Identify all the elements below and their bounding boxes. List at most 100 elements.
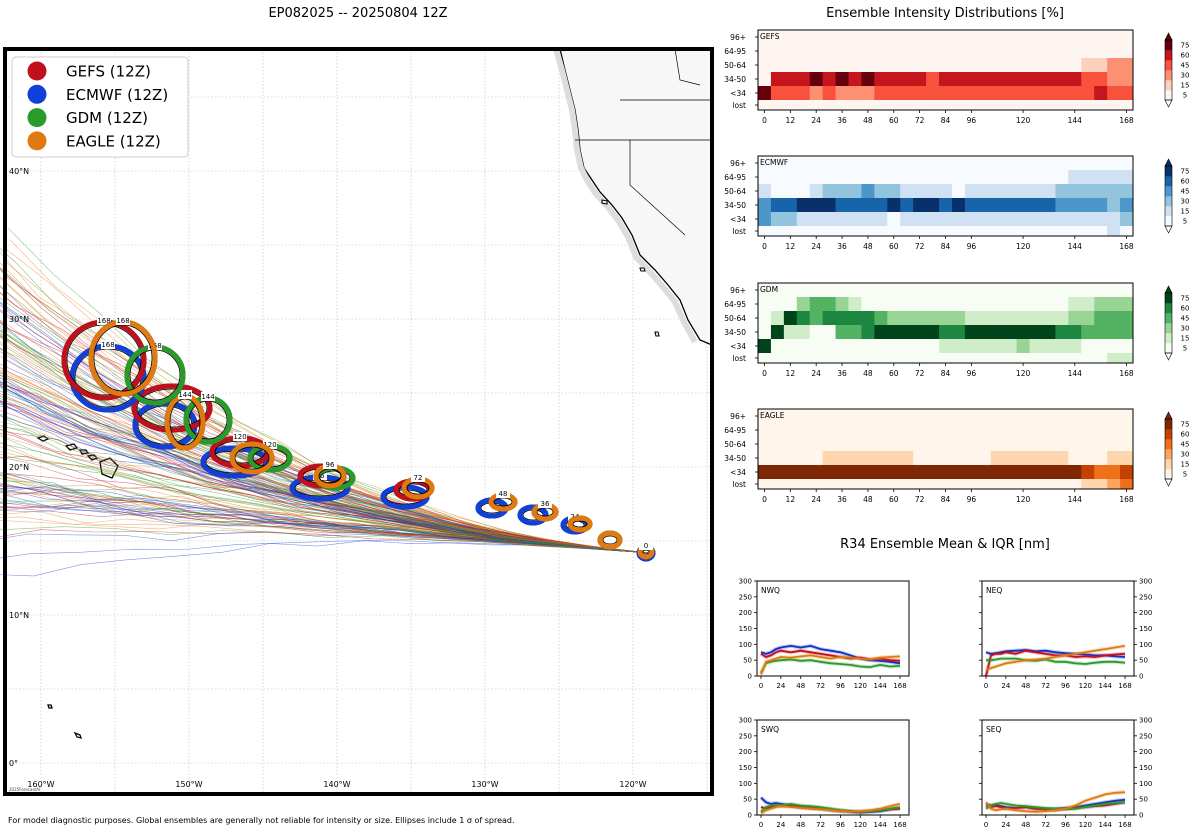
heatmap-cell bbox=[900, 156, 914, 171]
heatmap-cell bbox=[951, 479, 966, 490]
heatmap-cell bbox=[951, 30, 966, 45]
colorbar-segment bbox=[1165, 80, 1172, 91]
heatmap-cell bbox=[926, 451, 940, 466]
heatmap-cell bbox=[861, 479, 875, 490]
heatmap-xtick-label: 96 bbox=[967, 116, 977, 125]
heatmap-cell bbox=[990, 72, 1005, 87]
heatmap-cell bbox=[913, 451, 927, 466]
heatmap-cell bbox=[861, 184, 875, 199]
r34-ytick-label: 250 bbox=[739, 732, 752, 740]
heatmap-cell bbox=[783, 72, 798, 87]
heatmap-cell bbox=[822, 353, 837, 364]
heatmap-cell bbox=[1081, 58, 1095, 73]
heatmap-ytick-label: 64-95 bbox=[724, 47, 746, 56]
heatmap-xtick-label: 72 bbox=[915, 495, 925, 504]
heatmap-cell bbox=[1120, 72, 1134, 87]
heatmap-cell bbox=[861, 72, 875, 87]
colorbar-frame bbox=[1164, 39, 1173, 101]
footnote-text: For model diagnostic purposes. Global en… bbox=[8, 816, 515, 825]
heatmap-cell bbox=[913, 339, 927, 354]
heatmap-cell bbox=[1003, 465, 1018, 480]
heatmap-cell bbox=[926, 30, 940, 45]
colorbar-segment bbox=[1165, 40, 1172, 51]
heatmap-cell bbox=[783, 451, 798, 466]
heatmap-cell bbox=[835, 30, 850, 45]
heatmap-cell bbox=[900, 100, 914, 111]
heatmap-cell bbox=[990, 325, 1005, 340]
heatmap-cell bbox=[1055, 44, 1069, 59]
heatmap-cell bbox=[1016, 409, 1031, 424]
r34-ytick-label: 150 bbox=[739, 625, 752, 633]
heatmap-cell bbox=[809, 156, 824, 171]
longitude-tick-labels: 160°W 150°W 140°W 130°W 120°W bbox=[27, 780, 646, 789]
heatmap-cell bbox=[887, 86, 901, 101]
heatmap-cell bbox=[1120, 170, 1134, 185]
legend-marker bbox=[27, 108, 47, 128]
heatmap-cell bbox=[990, 339, 1005, 354]
heatmap-cell bbox=[887, 339, 901, 354]
heatmap-cell bbox=[848, 30, 862, 45]
colorbar-segment bbox=[1165, 50, 1172, 61]
heatmap-cell bbox=[887, 423, 901, 438]
heatmap-cell bbox=[874, 44, 888, 59]
heatmap-cell bbox=[822, 465, 837, 480]
r34-xtick-label: 144 bbox=[1098, 682, 1112, 690]
r34-xtick-label: 24 bbox=[776, 821, 785, 829]
heatmap-cell bbox=[848, 437, 862, 452]
heatmap-cell bbox=[758, 479, 772, 490]
heatmap-panel-label: GDM bbox=[760, 285, 778, 294]
heatmap-cell bbox=[939, 58, 953, 73]
colorbar-segment bbox=[1165, 303, 1172, 314]
heatmap-cell bbox=[758, 325, 772, 340]
heatmap-cell bbox=[796, 184, 811, 199]
colorbar-tick-label: 75 bbox=[1181, 421, 1190, 429]
heatmap-cell bbox=[977, 325, 992, 340]
heatmap-cell bbox=[900, 184, 914, 199]
heatmap-cell bbox=[796, 30, 811, 45]
heatmap-cell bbox=[783, 325, 798, 340]
heatmap-cell bbox=[939, 30, 953, 45]
r34-xtick-label: 168 bbox=[1118, 682, 1131, 690]
heatmap-cell bbox=[835, 409, 850, 424]
lead-time-label: 168 bbox=[116, 317, 129, 325]
heatmap-cell bbox=[951, 44, 966, 59]
r34-panel-neq: NEQ 0 50 100 150 200 250 300 0 24 48 72 96 120 144 168 bbox=[979, 578, 1152, 690]
heatmap-cell bbox=[1029, 409, 1043, 424]
spread-ellipse bbox=[229, 441, 275, 475]
ensemble-track-line bbox=[0, 526, 648, 554]
heatmap-cell bbox=[926, 409, 940, 424]
heatmap-cell bbox=[770, 212, 785, 227]
heatmap-cell bbox=[1003, 198, 1018, 213]
colorbar-segment bbox=[1165, 429, 1172, 440]
colorbar-min-arrow bbox=[1164, 99, 1173, 108]
r34-mean-line bbox=[760, 658, 901, 674]
heatmap-cell bbox=[1016, 58, 1031, 73]
heatmap-cell bbox=[926, 479, 940, 490]
heatmap-cell bbox=[951, 58, 966, 73]
heatmap-cell bbox=[783, 283, 798, 298]
r34-series-group bbox=[984, 790, 1126, 814]
heatmap-cell bbox=[1042, 170, 1056, 185]
heatmap-ytick-label: 96+ bbox=[730, 286, 746, 295]
ensemble-track-line bbox=[0, 443, 648, 554]
lead-time-label: 48 bbox=[499, 490, 508, 498]
colorbar-tick-label: 15 bbox=[1181, 335, 1190, 343]
heatmap-cell bbox=[1107, 212, 1121, 227]
heatmap-cell bbox=[848, 451, 862, 466]
heatmap-cell bbox=[1003, 30, 1018, 45]
colorbar-segment bbox=[1165, 323, 1172, 334]
heatmap-cell bbox=[770, 170, 785, 185]
heatmap-cell bbox=[990, 156, 1005, 171]
r34-xtick-label: 0 bbox=[759, 821, 763, 829]
colorbar-min-arrow bbox=[1164, 352, 1173, 361]
heatmap-cell bbox=[770, 465, 785, 480]
heatmap-cell bbox=[1094, 156, 1108, 171]
lon-tick-label: 140°W bbox=[323, 780, 350, 789]
heatmap-cell bbox=[990, 283, 1005, 298]
heatmap-cell bbox=[835, 297, 850, 312]
heatmap-cell bbox=[1081, 44, 1095, 59]
heatmap-xtick-label: 96 bbox=[967, 369, 977, 378]
heatmap-cell bbox=[1003, 58, 1018, 73]
heatmap-cell bbox=[1107, 156, 1121, 171]
